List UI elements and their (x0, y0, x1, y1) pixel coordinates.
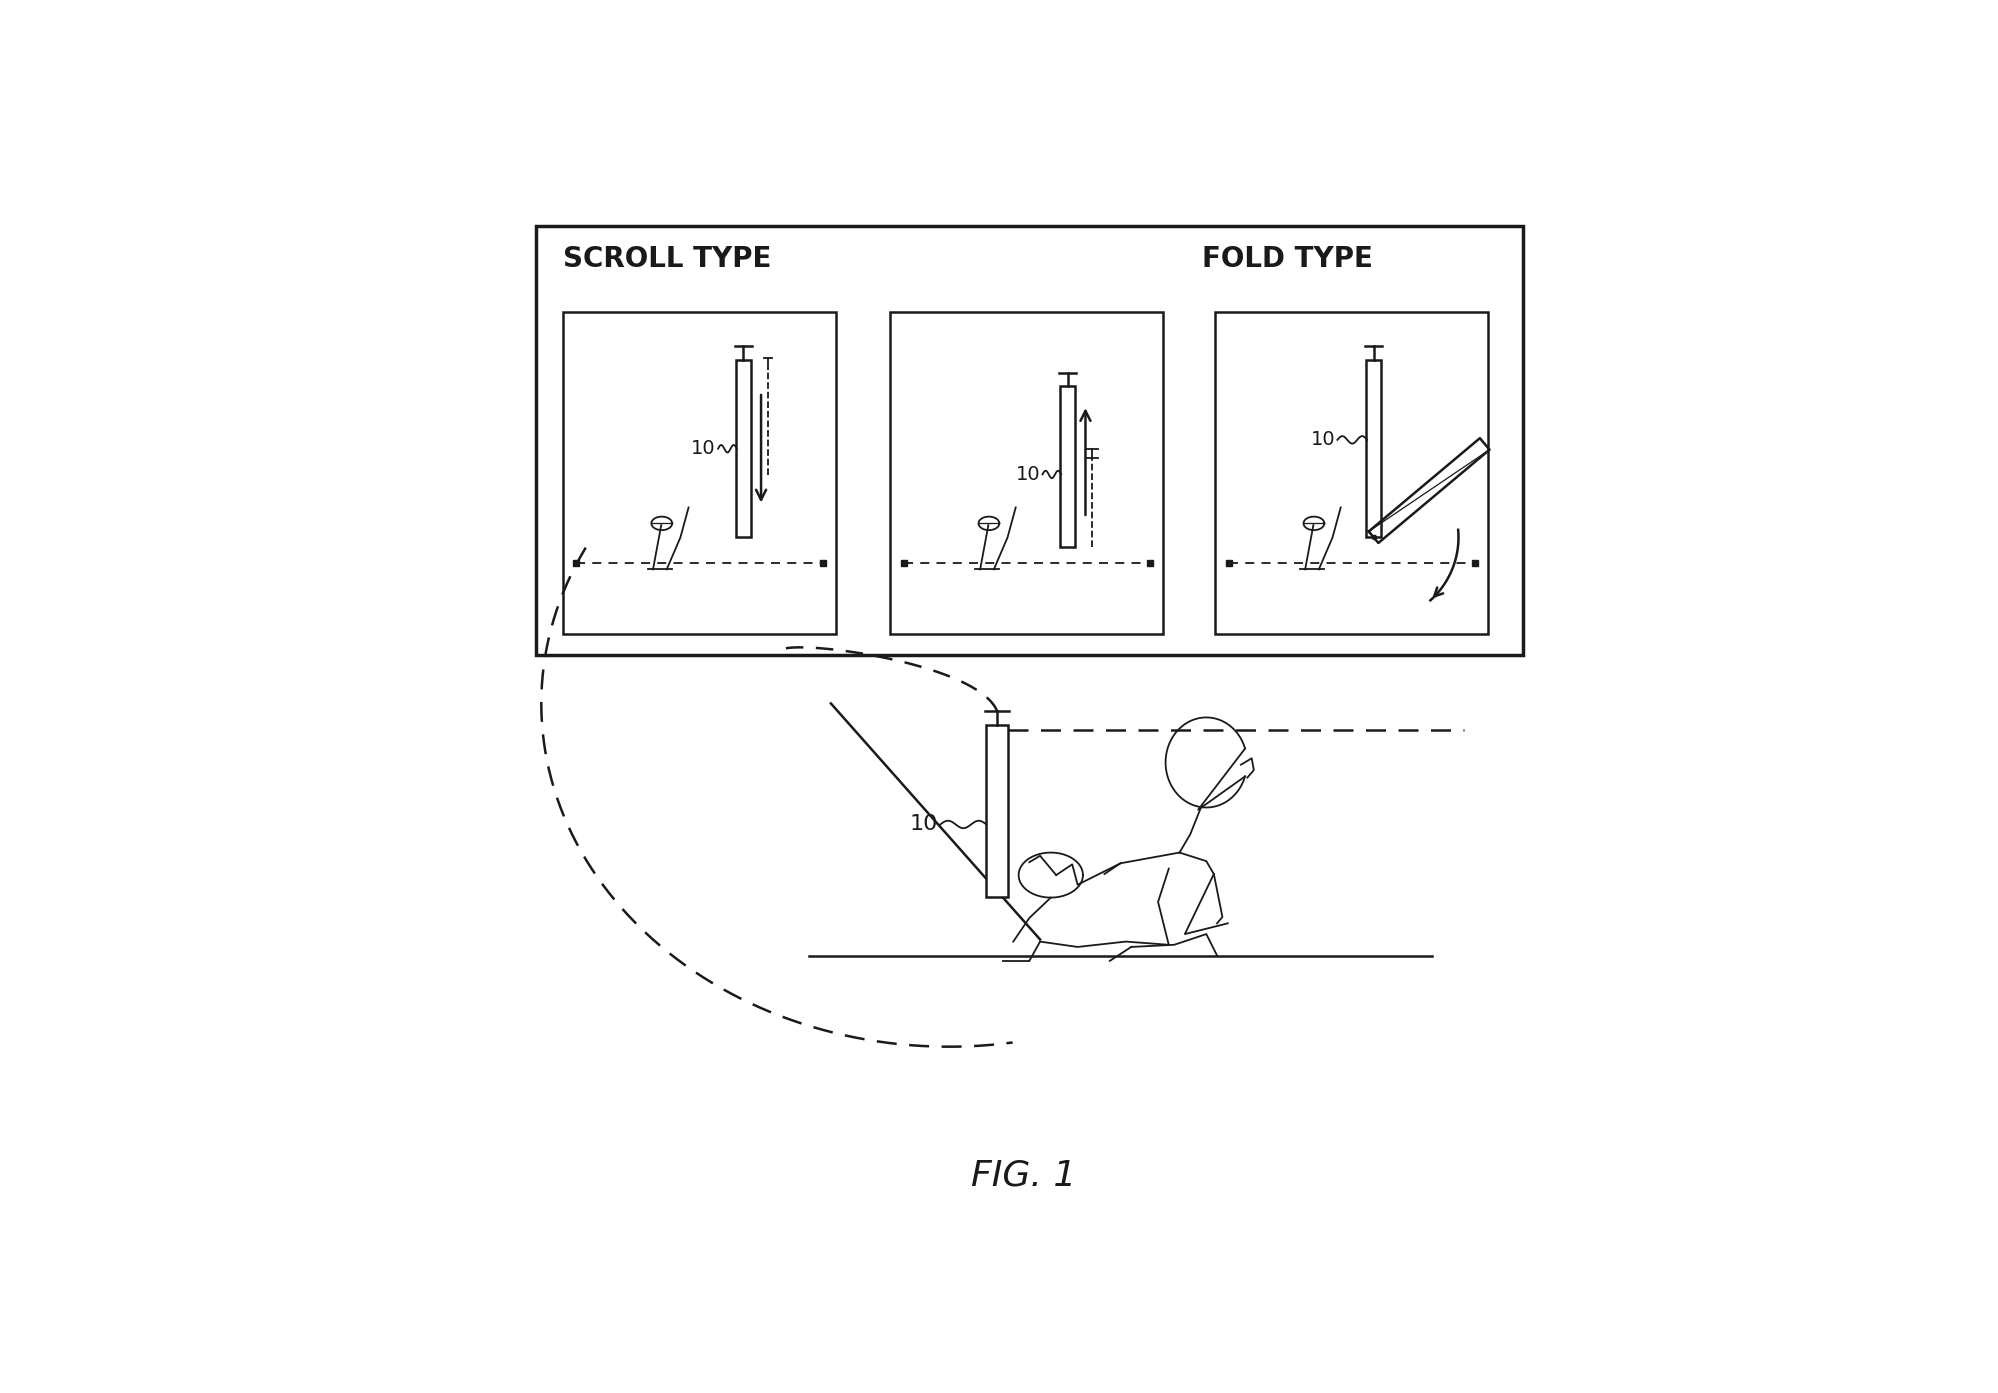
Bar (735, 361, 751, 538)
Bar (889, 312, 1163, 634)
Bar (563, 312, 837, 634)
Bar (1215, 312, 1489, 634)
Text: 10: 10 (1311, 430, 1335, 450)
Bar (987, 724, 1007, 897)
Text: 10: 10 (1015, 465, 1041, 483)
Bar (535, 226, 1522, 655)
Text: FOLD TYPE: FOLD TYPE (1203, 245, 1373, 273)
Text: 10: 10 (691, 439, 715, 458)
Text: SCROLL TYPE: SCROLL TYPE (563, 245, 771, 273)
Text: 10: 10 (909, 815, 939, 834)
Bar (1061, 386, 1075, 547)
Bar (1367, 361, 1381, 538)
Text: FIG. 1: FIG. 1 (971, 1159, 1077, 1192)
